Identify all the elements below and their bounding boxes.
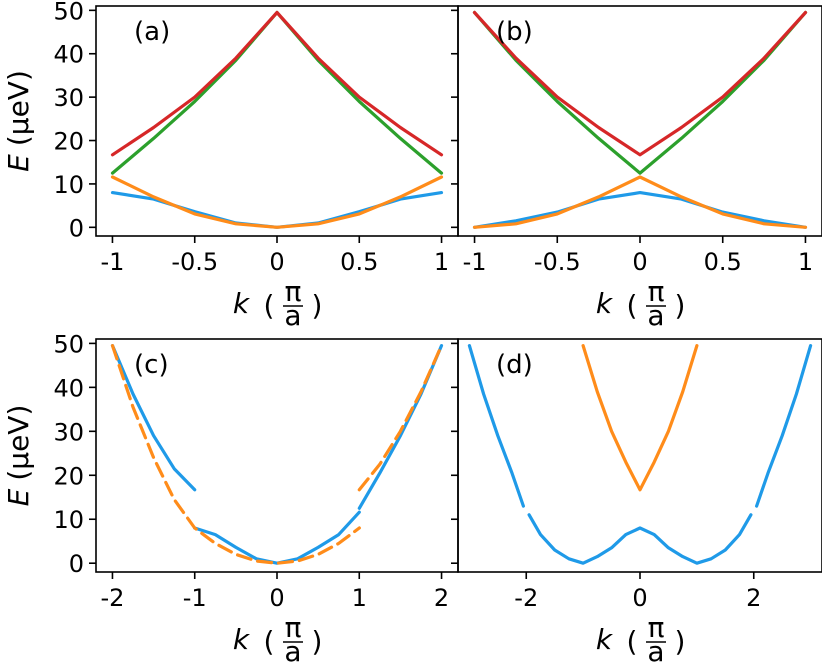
x-tick-label: 0	[269, 248, 284, 276]
x-tick-label: 0	[269, 584, 284, 612]
x-tick-label: 1	[352, 584, 367, 612]
x-unit-numerator: π	[648, 275, 665, 308]
panel-b: -1 -0.5 0 0.5 1 (b) k ( πa)	[451, 5, 822, 332]
series-line-3	[472, 10, 808, 175]
x-tick-label: -2	[514, 584, 538, 612]
series-line-2	[472, 175, 808, 229]
series-line-5	[357, 344, 444, 492]
x-tick-label: 1	[434, 248, 449, 276]
x-axis-paren-open: (	[627, 625, 638, 658]
x-unit-numerator: π	[285, 275, 302, 308]
x-axis-label: k	[596, 287, 614, 320]
y-tick-label: 40	[53, 41, 84, 69]
series-line-4	[472, 10, 808, 157]
x-axis-label: k	[233, 287, 251, 320]
x-tick-label: -0.5	[171, 248, 218, 276]
y-tick-label: 10	[53, 171, 84, 199]
y-tick-label: 20	[53, 128, 84, 156]
y-tick-label: 30	[53, 418, 84, 446]
x-tick-label: -0.5	[534, 248, 581, 276]
panel-label: (b)	[496, 17, 533, 47]
x-axis-paren-close: )	[312, 289, 323, 322]
x-tick-label: -1	[463, 248, 487, 276]
y-axis-symbol: E	[2, 154, 35, 172]
y-tick-label: 0	[69, 214, 84, 242]
x-axis-label: k	[233, 623, 251, 656]
x-tick-label: -1	[100, 248, 124, 276]
y-axis-unit: (μeV)	[2, 405, 35, 481]
y-tick-label: 50	[53, 0, 84, 25]
x-axis-label: k	[596, 623, 614, 656]
y-axis-symbol: E	[2, 488, 35, 506]
y-tick-label: 30	[53, 84, 84, 112]
x-axis-paren-close: )	[675, 625, 686, 658]
x-unit-numerator: π	[285, 611, 302, 644]
y-tick-label: 40	[53, 374, 84, 402]
panel-label: (d)	[496, 350, 533, 380]
series-line-1	[467, 344, 526, 508]
series-line-1	[472, 191, 808, 229]
x-tick-label: 1	[798, 248, 813, 276]
x-axis-paren-close: )	[312, 625, 323, 658]
x-axis-paren-close: )	[675, 289, 686, 322]
x-tick-label: 2	[746, 584, 761, 612]
x-tick-label: -2	[100, 584, 124, 612]
y-axis-label: E (μeV)	[2, 405, 35, 507]
x-tick-label: 0	[632, 584, 647, 612]
x-axis-paren-open: (	[264, 625, 275, 658]
x-axis-paren-open: (	[627, 289, 638, 322]
panel-label: (c)	[134, 350, 169, 380]
series-line-2	[110, 175, 444, 229]
y-tick-label: 10	[53, 506, 84, 534]
y-tick-label: 50	[53, 330, 84, 358]
x-tick-label: 0.5	[704, 248, 742, 276]
x-unit-denominator: a	[647, 635, 664, 664]
x-tick-label: 2	[434, 584, 449, 612]
x-axis-paren-open: (	[264, 289, 275, 322]
x-unit-denominator: a	[647, 299, 664, 332]
x-tick-label: -1	[183, 584, 207, 612]
series-line-4	[110, 344, 361, 565]
series-line-2	[193, 510, 361, 565]
x-unit-denominator: a	[284, 299, 301, 332]
y-tick-label: 0	[69, 550, 84, 578]
series-line-4	[110, 10, 444, 157]
y-tick-label: 20	[53, 462, 84, 490]
panel-label: (a)	[134, 17, 170, 47]
series-line-1	[110, 344, 197, 492]
series-line-3	[754, 344, 813, 508]
x-unit-denominator: a	[284, 635, 301, 664]
series-line-2	[527, 513, 753, 565]
x-tick-label: 0.5	[340, 248, 378, 276]
series-line-4	[581, 344, 699, 492]
series-line-1	[110, 191, 444, 229]
y-axis-unit: (μeV)	[2, 70, 35, 146]
y-axis-label: E (μeV)	[2, 70, 35, 172]
x-unit-numerator: π	[648, 611, 665, 644]
panel-d: -2 0 2 (d) k ( πa)	[451, 338, 822, 664]
x-tick-label: 0	[632, 248, 647, 276]
